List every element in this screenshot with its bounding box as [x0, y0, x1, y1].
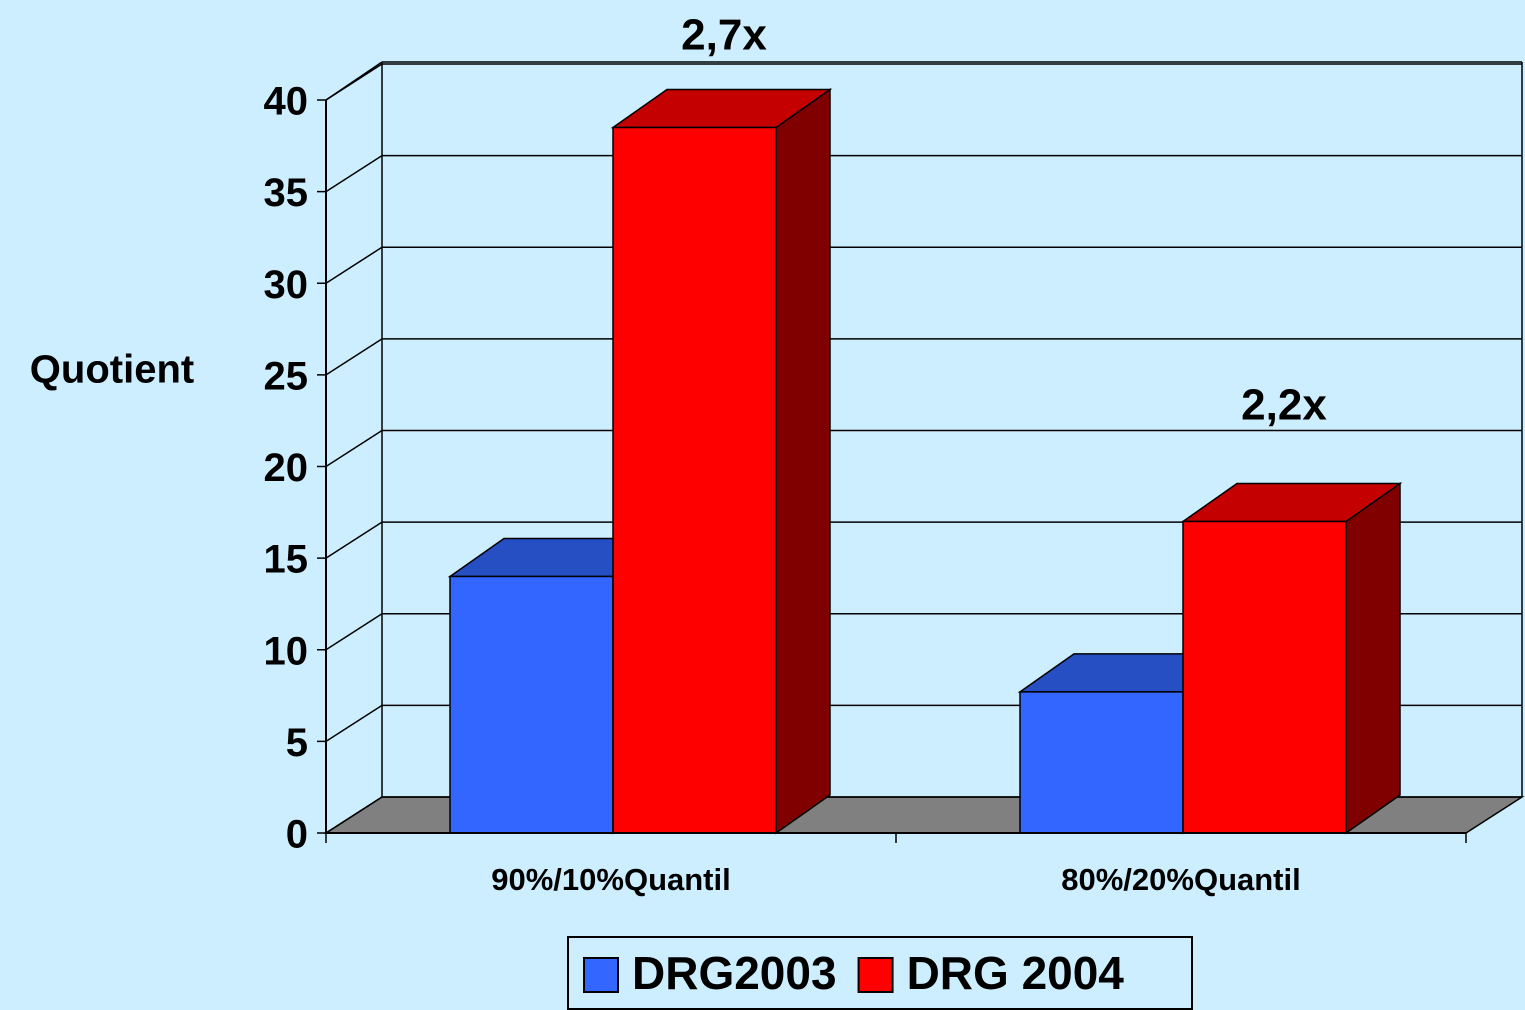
- grid-line: [325, 796, 383, 834]
- y-tick-label: 15: [264, 538, 309, 582]
- annotation: 2,2x: [1241, 381, 1327, 430]
- grid-line: [325, 429, 383, 468]
- y-tick-label: 5: [286, 721, 308, 765]
- legend-label: DRG 2004: [907, 947, 1125, 999]
- bar-side: [1345, 482, 1401, 835]
- grid-line: [325, 613, 383, 651]
- grid-line: [325, 704, 383, 743]
- y-axis-label: Quotient: [30, 348, 194, 392]
- x-tick-label: 80%/20%Quantil: [1061, 862, 1300, 897]
- y-tick-label: 25: [264, 354, 309, 398]
- y-tick-label: 30: [264, 263, 309, 307]
- y-tick-label: 40: [264, 80, 309, 124]
- grid-line: [325, 338, 383, 376]
- bar: [449, 575, 614, 834]
- grid-line: [325, 246, 383, 284]
- bar: [612, 126, 777, 834]
- bar: [1182, 520, 1347, 834]
- y-tick-label: 20: [264, 446, 309, 490]
- bar-side: [775, 88, 831, 835]
- x-tick-label: 90%/10%Quantil: [491, 862, 730, 897]
- y-tick-label: 35: [264, 171, 309, 215]
- bar: [1019, 691, 1184, 834]
- legend-swatch: [857, 957, 894, 993]
- grid-line: [325, 154, 383, 193]
- legend-swatch: [583, 957, 619, 993]
- grid-line: [325, 63, 383, 101]
- annotation: 2,7x: [681, 11, 767, 60]
- grid-line: [325, 521, 383, 559]
- y-tick-label: 10: [264, 629, 309, 673]
- y-tick-label: 0: [286, 813, 308, 857]
- legend-label: DRG2003: [632, 947, 837, 999]
